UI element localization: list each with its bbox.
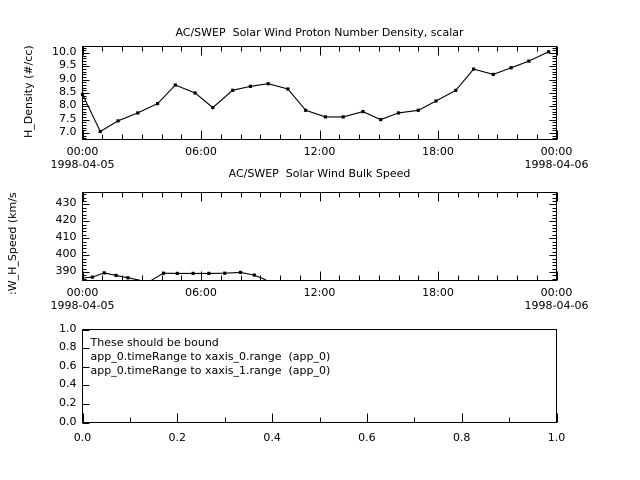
density-series-line — [82, 51, 549, 133]
speed-xtick-label: 00:00 — [66, 285, 99, 299]
annot-ytick-label: 0.4 — [59, 377, 77, 391]
speed-data-point[interactable] — [191, 271, 195, 275]
density-data-point[interactable] — [396, 111, 401, 115]
density-data-point[interactable] — [155, 102, 160, 106]
annot-xtick-label: 0.6 — [358, 430, 376, 444]
density-data-point[interactable] — [173, 83, 177, 87]
density-data-point[interactable] — [434, 99, 438, 103]
annot-xtick-label: 0.2 — [168, 430, 187, 444]
annotation-line-2: app_0.timeRange to xaxis_0.range (app_0) — [90, 349, 331, 363]
density-xtick-sublabel: 1998-04-06 — [524, 157, 589, 171]
density-data-point[interactable] — [491, 72, 495, 76]
density-ytick-label: 7.0 — [59, 124, 77, 138]
speed-xtick-label: 18:00 — [422, 285, 454, 299]
speed-xtick-sublabel: 1998-04-06 — [524, 298, 589, 312]
density-data-point[interactable] — [116, 119, 120, 123]
speed-xtick-label: 00:00 — [540, 285, 573, 299]
speed-ytick-label: 390 — [55, 264, 77, 278]
axes-frame — [82, 192, 557, 281]
speed-data-point[interactable] — [252, 273, 256, 277]
annot-xtick-label: 0.8 — [452, 430, 471, 444]
speed-ytick-label: 410 — [55, 230, 77, 244]
speed-data-point[interactable] — [161, 271, 166, 275]
speed-data-point[interactable] — [114, 273, 118, 278]
density-xtick-label: 18:00 — [422, 144, 454, 158]
speed-data-point[interactable] — [223, 271, 227, 275]
density-data-point[interactable] — [547, 50, 551, 54]
density-data-point[interactable] — [361, 110, 365, 114]
density-ytick-label: 8.5 — [59, 85, 77, 98]
annot-xtick-label: 1.0 — [547, 430, 566, 444]
density-data-point[interactable] — [323, 115, 328, 119]
annotation-line-1: These should be bound — [90, 335, 219, 349]
annotation-line-3: app_0.timeRange to xaxis_1.range (app_0) — [90, 363, 331, 377]
density-ytick-label: 10.0 — [52, 45, 77, 59]
density-data-point[interactable] — [98, 129, 102, 134]
speed-data-point[interactable] — [126, 276, 130, 280]
speed-ytick-label: 430 — [55, 196, 77, 210]
density-data-point[interactable] — [80, 92, 85, 96]
density-xtick-label: 12:00 — [303, 144, 336, 158]
density-data-point[interactable] — [379, 117, 383, 122]
density-data-point[interactable] — [136, 111, 140, 115]
density-data-point[interactable] — [527, 59, 531, 63]
density-data-point[interactable] — [193, 91, 197, 95]
density-data-point[interactable] — [416, 108, 420, 112]
density-data-point[interactable] — [211, 106, 215, 110]
annot-ytick-label: 0.2 — [59, 395, 77, 409]
annot-xtick-label: 0.0 — [73, 430, 92, 444]
density-data-point[interactable] — [286, 87, 290, 91]
annot-ytick-label: 0.6 — [59, 358, 77, 372]
density-data-point[interactable] — [509, 66, 513, 70]
density-data-point[interactable] — [266, 82, 270, 86]
speed-data-point[interactable] — [175, 271, 179, 275]
density-data-point[interactable] — [304, 108, 308, 112]
speed-xtick-sublabel: 1998-04-05 — [50, 298, 115, 312]
annot-ytick-label: 1.0 — [59, 321, 77, 335]
density-ytick-label: 9.0 — [59, 71, 77, 85]
speed-xtick-label: 06:00 — [185, 285, 217, 299]
annot-ytick-label: 0.0 — [59, 414, 77, 428]
axes-frame — [82, 329, 557, 423]
density-data-point[interactable] — [231, 88, 235, 92]
speed-ytick-label: 400 — [55, 247, 77, 261]
annot-ytick-label: 0.8 — [59, 340, 77, 354]
density-ytick-label: 9.5 — [59, 58, 77, 72]
density-data-point[interactable] — [341, 115, 345, 119]
density-data-point[interactable] — [248, 84, 252, 88]
density-ytick-label: 7.5 — [59, 111, 77, 125]
speed-data-point[interactable] — [207, 271, 211, 275]
speed-series-line — [82, 272, 140, 281]
density-xtick-label: 06:00 — [185, 144, 217, 158]
density-xtick-label: 00:00 — [66, 144, 99, 158]
plot-title-density: AC/SWEP Solar Wind Proton Number Density… — [175, 26, 464, 39]
density-xtick-label: 00:00 — [540, 144, 573, 158]
density-ytick-label: 8.0 — [59, 98, 77, 112]
plot-title-speed: AC/SWEP Solar Wind Bulk Speed — [228, 167, 411, 180]
density-data-point[interactable] — [471, 67, 476, 71]
speed-data-point[interactable] — [238, 270, 243, 274]
density-data-point[interactable] — [454, 88, 458, 92]
speed-data-point[interactable] — [102, 271, 106, 275]
speed-xtick-label: 12:00 — [303, 285, 336, 299]
speed-data-point[interactable] — [90, 275, 94, 279]
speed-ytick-label: 420 — [55, 213, 77, 227]
annot-xtick-label: 0.4 — [263, 430, 281, 444]
density-xtick-sublabel: 1998-04-05 — [50, 157, 115, 171]
